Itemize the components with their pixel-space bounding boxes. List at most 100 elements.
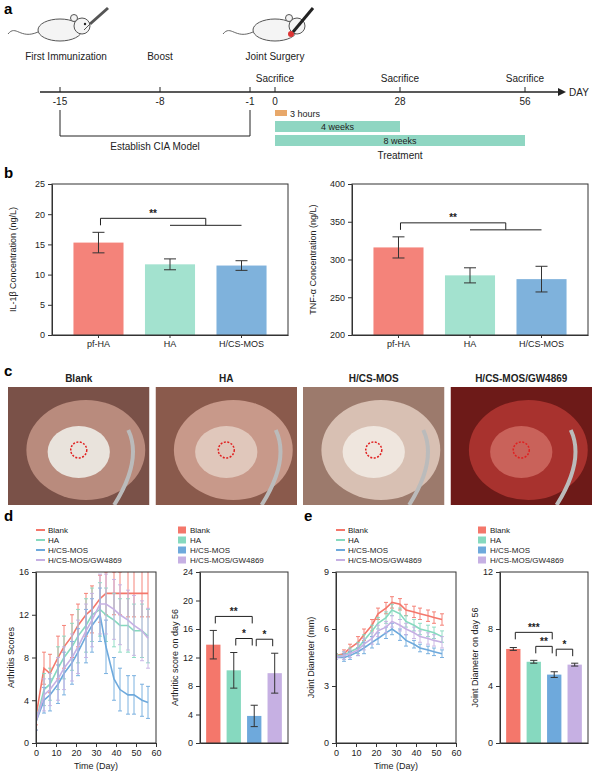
tick-label: 12 [483,567,493,577]
tick-label: 300 [330,255,345,265]
photo-label: H/CS-MOS/GW4869 [475,373,568,384]
tick-label: 0 [272,96,278,107]
error-bar [210,630,217,659]
bar-chart: 04812162024Arthritic score on day 56Blan… [170,526,289,748]
tick-label: 24 [183,567,193,577]
error-bar [571,663,578,666]
tick: 16 [19,567,36,577]
tick-label: 50 [431,748,441,758]
photo-ground [8,387,150,505]
tick-label: 20 [71,748,81,758]
photo-tissue [195,426,257,478]
bar [73,243,123,335]
error-bar [464,268,476,283]
tick-mark [60,87,61,92]
panel-letter: c [4,362,12,379]
tick-mark [496,686,500,687]
tick-mark [436,743,437,747]
tick-mark [48,184,52,185]
significance-bracket [556,649,572,656]
tick-label: HA [464,339,477,349]
legend-swatch [36,549,45,551]
axis-line [352,185,353,336]
sacrifice-label: Sacrifice [381,73,420,84]
significance-bracket [100,218,241,225]
tick-mark [48,214,52,215]
tick-mark [470,335,471,338]
axis: pf-HAHAH/CS-MOS [53,335,289,349]
significance-label: *** [528,622,540,633]
tick-mark [32,743,36,744]
tick-label: 60 [151,748,161,758]
period-bar [275,135,525,146]
axis: 0102030405060 [334,743,462,758]
significance-bracket [400,223,541,230]
tick-label: HA [164,339,177,349]
tick-mark [332,572,336,573]
tick-label: 0 [40,330,45,340]
line-chart: 03690102030405060Time (Day)Joint Diamete… [306,526,462,771]
tick-mark [196,572,200,573]
legend-swatch [478,537,486,544]
legend-swatch [478,547,486,554]
plot-frame [336,572,456,743]
axis-line [200,573,201,744]
marks [506,648,582,743]
tick: 0 [334,743,339,758]
tick-mark [76,743,77,747]
legend-swatch [36,529,45,531]
legend-label: HA [490,536,502,545]
tick-label: 56 [519,96,531,107]
tick-mark [336,743,337,747]
tick: 0 [24,738,36,748]
tick: 3 [324,681,336,691]
tick-label: 0 [24,738,29,748]
tick: 200 [330,330,352,340]
tick-label: 60 [451,748,461,758]
legend-swatch [36,539,45,541]
bracket-label: Establish CIA Model [110,141,200,152]
tick-mark [496,572,500,573]
photo-ground [156,387,298,505]
tick-label: H/CS-MOS [219,339,264,349]
tick-mark [398,335,399,338]
bar [445,275,495,335]
series-line [336,621,442,657]
tick: 40 [111,743,121,758]
tick: 20 [183,596,200,606]
legend-swatch [178,527,186,534]
mouse-icon [223,8,313,41]
tick-label: 16 [183,624,193,634]
tick-label: 30 [91,748,101,758]
tick-label: 20 [371,748,381,758]
treatment-label: Treatment [377,150,422,161]
panel-letter: b [4,164,13,181]
tick: H/CS-MOS [519,335,564,349]
axis-title: Arthritic score on day 56 [170,609,180,706]
tick-mark [332,743,336,744]
photo: H/CS-MOS [303,373,445,505]
axis: 0102030405060 [34,743,162,758]
photo-tissue [490,426,552,478]
tick: 5 [40,300,52,310]
event-label: Joint Surgery [246,51,305,62]
error-bar [92,232,104,253]
tick-mark [416,743,417,747]
tick: 8 [24,653,36,663]
photo-label: H/CS-MOS [349,373,399,384]
photo-tool [114,430,133,505]
bar-chart: 200250300350400pf-HAHAH/CS-MOSTNF-α Conc… [308,179,589,349]
tick-mark [275,87,276,92]
legend-swatch [178,537,186,544]
axis-title: TNF-α Concentration (ng/L) [308,204,318,314]
axis-title: Time (Day) [74,761,118,771]
error-bar [251,705,258,726]
tick-mark [496,629,500,630]
tick-label: 0 [488,738,493,748]
axis-arrow [558,88,566,96]
tick-label: 16 [19,567,29,577]
photo-marker [218,442,234,458]
photo-tissue [174,400,293,500]
legend-label: HA [48,536,60,545]
tick-mark [170,335,171,338]
